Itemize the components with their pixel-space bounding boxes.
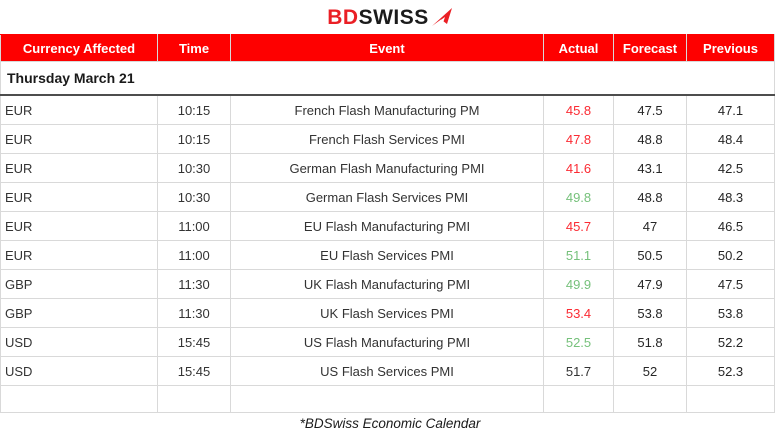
- time-cell: 10:30: [157, 182, 231, 212]
- forecast-cell: 43.1: [613, 153, 687, 183]
- event-cell: French Flash Manufacturing PM: [230, 94, 544, 125]
- logo-text-swiss: SWISS: [358, 5, 429, 29]
- currency-cell: EUR: [0, 94, 158, 125]
- currency-cell: USD: [0, 327, 158, 357]
- forecast-cell: 48.8: [613, 182, 687, 212]
- logo-text-bd: BD: [327, 5, 359, 29]
- previous-cell: 48.3: [686, 182, 775, 212]
- previous-cell: 47.5: [686, 269, 775, 299]
- column-header-actual: Actual: [543, 34, 614, 62]
- table-row: EUR 10:15 French Flash Manufacturing PM 45.…: [0, 94, 775, 125]
- currency-cell: EUR: [0, 153, 158, 183]
- forecast-cell: 52: [613, 356, 687, 386]
- table-header-row: Currency Affected Time Event Actual Fore…: [0, 34, 775, 62]
- empty-cell: [686, 385, 775, 413]
- empty-cell: [157, 385, 231, 413]
- previous-cell: 48.4: [686, 124, 775, 154]
- event-cell: US Flash Services PMI: [230, 356, 544, 386]
- currency-cell: EUR: [0, 182, 158, 212]
- currency-cell: GBP: [0, 269, 158, 299]
- empty-cell: [613, 385, 687, 413]
- forecast-cell: 47: [613, 211, 687, 241]
- currency-cell: GBP: [0, 298, 158, 328]
- table-row: EUR 11:00 EU Flash Services PMI 51.1 50.5 50.…: [0, 240, 775, 270]
- currency-cell: USD: [0, 356, 158, 386]
- actual-cell: 51.1: [543, 240, 614, 270]
- footer-note: *BDSwiss Economic Calendar: [299, 416, 481, 431]
- table-row: GBP 11:30 UK Flash Services PMI 53.4 53.8 53.…: [0, 298, 775, 328]
- previous-cell: 52.2: [686, 327, 775, 357]
- event-cell: UK Flash Services PMI: [230, 298, 544, 328]
- event-cell: German Flash Manufacturing PMI: [230, 153, 544, 183]
- previous-cell: 47.1: [686, 94, 775, 125]
- column-header-currency: Currency Affected: [0, 34, 158, 62]
- actual-cell: 49.8: [543, 182, 614, 212]
- column-header-event: Event: [230, 34, 544, 62]
- forecast-cell: 47.5: [613, 94, 687, 125]
- actual-cell: 45.7: [543, 211, 614, 241]
- forecast-cell: 50.5: [613, 240, 687, 270]
- time-cell: 10:15: [157, 94, 231, 125]
- forecast-cell: 48.8: [613, 124, 687, 154]
- time-cell: 11:30: [157, 298, 231, 328]
- event-cell: EU Flash Manufacturing PMI: [230, 211, 544, 241]
- actual-cell: 52.5: [543, 327, 614, 357]
- date-label: Thursday March 21: [0, 61, 775, 96]
- event-cell: EU Flash Services PMI: [230, 240, 544, 270]
- time-cell: 15:45: [157, 356, 231, 386]
- empty-cell: [543, 385, 614, 413]
- time-cell: 11:30: [157, 269, 231, 299]
- table-row: EUR 10:15 French Flash Services PMI 47.8 48.…: [0, 124, 775, 154]
- empty-row: [0, 385, 775, 413]
- actual-cell: 51.7: [543, 356, 614, 386]
- table-row: USD 15:45 US Flash Manufacturing PMI 52.5 51…: [0, 327, 775, 357]
- currency-cell: EUR: [0, 124, 158, 154]
- table-row: USD 15:45 US Flash Services PMI 51.7 52 52.3: [0, 356, 775, 386]
- currency-cell: EUR: [0, 240, 158, 270]
- economic-calendar-table: Currency Affected Time Event Actual Fore…: [0, 34, 775, 413]
- column-header-forecast: Forecast: [613, 34, 687, 62]
- column-header-time: Time: [157, 34, 231, 62]
- actual-cell: 53.4: [543, 298, 614, 328]
- previous-cell: 53.8: [686, 298, 775, 328]
- actual-cell: 45.8: [543, 94, 614, 125]
- actual-cell: 49.9: [543, 269, 614, 299]
- table-row: EUR 10:30 German Flash Services PMI 49.8 48.…: [0, 182, 775, 212]
- empty-cell: [230, 385, 544, 413]
- actual-cell: 47.8: [543, 124, 614, 154]
- event-cell: French Flash Services PMI: [230, 124, 544, 154]
- previous-cell: 50.2: [686, 240, 775, 270]
- currency-cell: EUR: [0, 211, 158, 241]
- logo-arrow-icon: [431, 8, 452, 26]
- forecast-cell: 47.9: [613, 269, 687, 299]
- time-cell: 11:00: [157, 211, 231, 241]
- date-row: Thursday March 21: [0, 61, 775, 96]
- time-cell: 10:30: [157, 153, 231, 183]
- calendar-rows: EUR 10:15 French Flash Manufacturing PM 45.…: [0, 94, 775, 386]
- actual-cell: 41.6: [543, 153, 614, 183]
- time-cell: 15:45: [157, 327, 231, 357]
- table-row: EUR 11:00 EU Flash Manufacturing PMI 45.7 47…: [0, 211, 775, 241]
- column-header-previous: Previous: [686, 34, 775, 62]
- table-row: GBP 11:30 UK Flash Manufacturing PMI 49.9 47…: [0, 269, 775, 299]
- time-cell: 10:15: [157, 124, 231, 154]
- previous-cell: 46.5: [686, 211, 775, 241]
- previous-cell: 42.5: [686, 153, 775, 183]
- forecast-cell: 53.8: [613, 298, 687, 328]
- event-cell: US Flash Manufacturing PMI: [230, 327, 544, 357]
- time-cell: 11:00: [157, 240, 231, 270]
- event-cell: German Flash Services PMI: [230, 182, 544, 212]
- forecast-cell: 51.8: [613, 327, 687, 357]
- bdswiss-logo: BD SWISS: [327, 7, 453, 28]
- event-cell: UK Flash Manufacturing PMI: [230, 269, 544, 299]
- logo-bar: BD SWISS: [0, 0, 780, 34]
- table-row: EUR 10:30 German Flash Manufacturing PMI 41…: [0, 153, 775, 183]
- empty-cell: [0, 385, 158, 413]
- previous-cell: 52.3: [686, 356, 775, 386]
